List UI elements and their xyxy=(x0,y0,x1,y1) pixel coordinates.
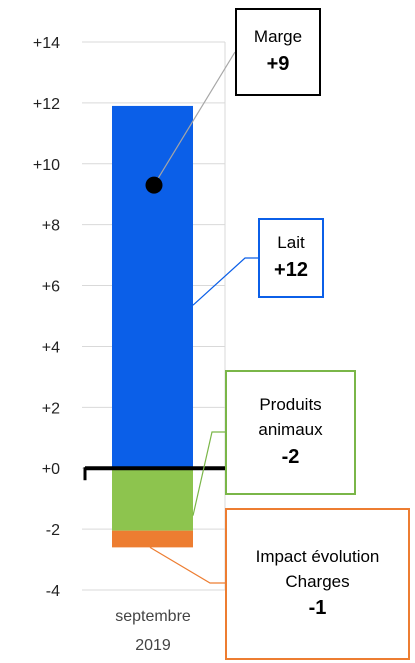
y-tick-label: -4 xyxy=(46,583,60,600)
callout-produits-animaux: Produits animaux -2 xyxy=(225,370,356,495)
callout-marge-value: +9 xyxy=(266,52,290,75)
y-tick-label: +12 xyxy=(33,96,60,113)
callout-produits-label: Produits animaux xyxy=(258,395,323,439)
leader-marge xyxy=(153,51,236,186)
y-tick-label: +0 xyxy=(42,461,60,478)
category-label-line2: 2019 xyxy=(135,637,171,654)
callout-charges: Impact évolution Charges -1 xyxy=(225,508,410,660)
bar-segment-impact-evolution-charges xyxy=(112,530,193,548)
callout-marge-label: Marge xyxy=(253,27,303,47)
y-tick-label: +2 xyxy=(42,400,60,417)
callout-lait-label: Lait xyxy=(277,233,305,253)
callout-lait: Lait +12 xyxy=(258,218,324,298)
callout-lait-value: +12 xyxy=(274,258,308,281)
callout-leader-lines xyxy=(149,51,258,584)
y-tick-label: -2 xyxy=(46,522,60,539)
x-axis: septembre 2019 xyxy=(115,608,191,654)
marge-point xyxy=(145,176,163,194)
y-tick-label: +10 xyxy=(33,157,60,174)
y-tick-label: +6 xyxy=(42,279,60,296)
bar-segment-lait xyxy=(112,105,193,469)
leader-produits xyxy=(192,431,225,516)
leader-charges xyxy=(149,546,225,584)
y-tick-label: +14 xyxy=(33,35,60,52)
y-tick-label: +4 xyxy=(42,339,60,356)
leader-lait xyxy=(192,257,258,306)
zero-baseline xyxy=(83,466,226,481)
category-label-line1: septembre xyxy=(115,608,191,625)
bar-segment-produits-animaux xyxy=(112,468,193,531)
callout-charges-label: Impact évolution Charges xyxy=(255,546,380,591)
callout-marge: Marge +9 xyxy=(235,8,321,96)
callout-produits-value: -2 xyxy=(281,445,300,468)
y-tick-label: +8 xyxy=(42,218,60,235)
bar-segments xyxy=(112,105,193,548)
callout-charges-value: -1 xyxy=(308,597,327,620)
y-axis: -4 -2 +0 +2 +4 +6 +8 +10 +12 +14 xyxy=(33,35,60,600)
marge-marker xyxy=(145,176,163,194)
